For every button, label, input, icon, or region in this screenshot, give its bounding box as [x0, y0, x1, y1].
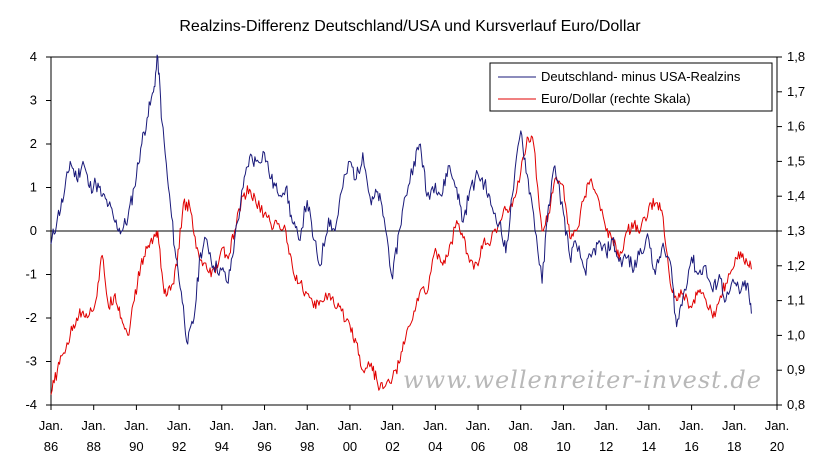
- x-axis-tick-label-year: 06: [471, 439, 485, 454]
- x-axis-tick-label-year: 02: [385, 439, 399, 454]
- left-axis-tick-label: 3: [30, 93, 37, 108]
- x-axis-tick-label-year: 12: [599, 439, 613, 454]
- right-axis-tick-label: 0,8: [787, 397, 805, 412]
- x-axis-tick-label-month: Jan.: [380, 418, 405, 433]
- right-axis-tick-label: 1,4: [787, 188, 805, 203]
- x-axis-tick-label-year: 88: [86, 439, 100, 454]
- x-axis-tick-label-month: Jan.: [594, 418, 619, 433]
- x-axis-tick-label-month: Jan.: [252, 418, 277, 433]
- right-axis-tick-label: 1,8: [787, 49, 805, 64]
- left-axis-tick-label: 4: [30, 49, 37, 64]
- right-axis-tick-label: 1,1: [787, 293, 805, 308]
- x-axis-tick-label-year: 98: [300, 439, 314, 454]
- x-axis-tick-label-year: 08: [514, 439, 528, 454]
- x-axis-tick-label-month: Jan.: [466, 418, 491, 433]
- x-axis-tick-label-month: Jan.: [210, 418, 235, 433]
- x-axis-tick-label-year: 16: [684, 439, 698, 454]
- x-axis-tick-label-year: 90: [129, 439, 143, 454]
- series-line-1: [50, 54, 752, 345]
- left-axis-tick-label: 0: [30, 223, 37, 238]
- series-line-2: [50, 135, 752, 395]
- left-axis-tick-label: -4: [25, 397, 37, 412]
- right-axis-tick-label: 1,0: [787, 327, 805, 342]
- x-axis-tick-label-month: Jan.: [679, 418, 704, 433]
- x-axis-tick-label-month: Jan.: [423, 418, 448, 433]
- x-axis-tick-label-year: 94: [215, 439, 229, 454]
- right-axis-tick-label: 1,3: [787, 223, 805, 238]
- series-layer: [50, 54, 752, 395]
- x-axis-tick-label-month: Jan.: [765, 418, 790, 433]
- legend: Deutschland- minus USA-Realzins Euro/Dol…: [489, 62, 773, 112]
- right-axis-tick-label: 0,9: [787, 362, 805, 377]
- legend-box: [489, 62, 773, 112]
- chart-title: Realzins-Differenz Deutschland/USA und K…: [179, 18, 641, 35]
- x-axis-tick-label-year: 10: [556, 439, 570, 454]
- legend-label-series-2: Euro/Dollar (rechte Skala): [541, 91, 691, 106]
- x-axis-tick-label-month: Jan.: [551, 418, 576, 433]
- left-axis-tick-label: 1: [30, 180, 37, 195]
- x-axis-tick-label-month: Jan.: [508, 418, 533, 433]
- x-axis-tick-label-month: Jan.: [637, 418, 662, 433]
- x-axis-tick-label-month: Jan.: [295, 418, 320, 433]
- x-axis-tick-label-year: 92: [172, 439, 186, 454]
- x-axis-tick-label-year: 20: [770, 439, 784, 454]
- x-axis-tick-label-month: Jan.: [722, 418, 747, 433]
- right-axis-tick-label: 1,6: [787, 119, 805, 134]
- watermark: www.wellenreiter-invest.de: [403, 366, 762, 394]
- x-axis-tick-label-month: Jan.: [124, 418, 149, 433]
- x-axis-tick-label-year: 00: [343, 439, 357, 454]
- legend-label-series-1: Deutschland- minus USA-Realzins: [541, 69, 741, 84]
- x-axis-tick-label-month: Jan.: [338, 418, 363, 433]
- left-axis-tick-label: -2: [25, 310, 37, 325]
- right-axis-tick-label: 1,7: [787, 84, 805, 99]
- x-axis-tick-label-year: 14: [642, 439, 656, 454]
- axis-layer: 43210-1-2-3-41,81,71,61,51,41,31,21,11,0…: [25, 49, 805, 454]
- x-axis-tick-label-month: Jan.: [39, 418, 64, 433]
- x-axis-tick-label-year: 86: [44, 439, 58, 454]
- x-axis-tick-label-month: Jan.: [167, 418, 192, 433]
- left-axis-tick-label: 2: [30, 136, 37, 151]
- x-axis-tick-label-month: Jan.: [81, 418, 106, 433]
- left-axis-tick-label: -3: [25, 354, 37, 369]
- right-axis-tick-label: 1,5: [787, 153, 805, 168]
- x-axis-tick-label-year: 18: [727, 439, 741, 454]
- x-axis-tick-label-year: 04: [428, 439, 442, 454]
- left-axis-tick-label: -1: [25, 267, 37, 282]
- right-axis-tick-label: 1,2: [787, 258, 805, 273]
- x-axis-tick-label-year: 96: [257, 439, 271, 454]
